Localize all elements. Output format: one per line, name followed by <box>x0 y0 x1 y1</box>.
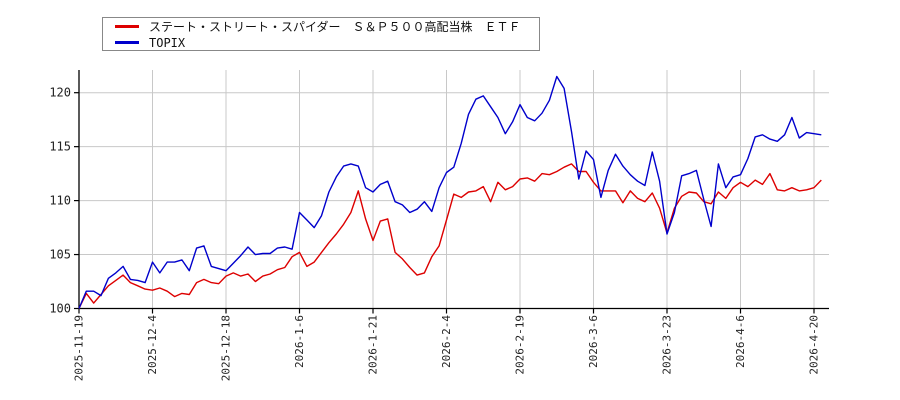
x-tick-label: 2026-2-19 <box>514 315 527 375</box>
x-tick-label: 2026-4-6 <box>734 315 747 368</box>
x-tick-label: 2025-12-18 <box>220 315 233 381</box>
x-tick-label: 2025-11-19 <box>73 315 86 381</box>
y-tick-label: 120 <box>49 86 71 100</box>
x-tick-label: 2026-2-4 <box>440 315 453 368</box>
series-line-topix <box>78 75 822 309</box>
y-tick-label: 110 <box>49 194 71 208</box>
etf-line-swatch <box>115 24 139 28</box>
legend-item-etf: ステート・ストリート・スパイダー Ｓ＆Ｐ５００高配当株 ＥＴＦ <box>115 18 539 34</box>
y-tick-label: 105 <box>49 248 71 262</box>
y-tick-label: 100 <box>49 302 71 316</box>
x-tick-label: 2026-1-6 <box>293 315 306 368</box>
y-tick-label: 115 <box>49 140 71 154</box>
x-tick-label: 2026-4-20 <box>808 315 821 375</box>
legend-label-etf: ステート・ストリート・スパイダー Ｓ＆Ｐ５００高配当株 ＥＴＦ <box>149 19 521 34</box>
chart-legend: ステート・ストリート・スパイダー Ｓ＆Ｐ５００高配当株 ＥＴＦ TOPIX <box>102 17 540 51</box>
x-tick-label: 2025-12-4 <box>146 315 159 375</box>
series-line-etf <box>78 163 822 309</box>
x-tick-label: 2026-3-6 <box>587 315 600 368</box>
x-tick-label: 2026-3-23 <box>661 315 674 375</box>
topix-line-swatch <box>115 41 139 44</box>
x-tick-label: 2026-1-21 <box>367 315 380 375</box>
legend-label-topix: TOPIX <box>149 35 186 50</box>
legend-item-topix: TOPIX <box>115 35 539 50</box>
